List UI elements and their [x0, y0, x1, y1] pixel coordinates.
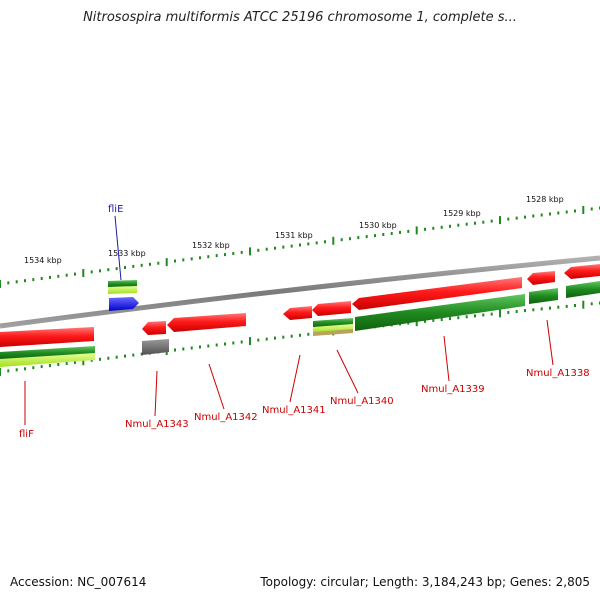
gene-label-fliE[interactable]: fliE — [108, 204, 123, 215]
chromosome-backbone — [0, 255, 600, 329]
leader-Nmul_A1338 — [546, 319, 554, 366]
scale-label-1531: 1531 kbp — [275, 231, 313, 240]
leader-Nmul_A1341 — [289, 354, 301, 403]
scale-label-1534: 1534 kbp — [24, 256, 62, 265]
gene-right-edge-reverse[interactable] — [566, 281, 600, 298]
gene-Nmul_A1340-tan[interactable] — [313, 329, 353, 336]
gene-fliE-blue[interactable] — [109, 297, 139, 311]
genome-summary-text: Topology: circular; Length: 3,184,243 bp… — [260, 575, 590, 589]
scale-label-1529: 1529 kbp — [443, 209, 481, 218]
gene-fliE-lime[interactable] — [108, 286, 137, 294]
scale-label-1530: 1530 kbp — [359, 221, 397, 230]
reverse-strand-genes — [0, 280, 600, 367]
gene-Nmul_A1339-reverse[interactable] — [355, 294, 525, 331]
leader-fliE — [114, 215, 122, 281]
forward-strand-genes — [0, 264, 600, 347]
gene-label-Nmul_A1342[interactable]: Nmul_A1342 — [194, 412, 258, 423]
gene-fliF-reverse-lime[interactable] — [0, 353, 95, 367]
gene-label-Nmul_A1340[interactable]: Nmul_A1340 — [330, 396, 394, 407]
gene-Nmul_A1341[interactable] — [283, 306, 312, 320]
gene-fliF-forward[interactable] — [0, 327, 94, 347]
gene-label-fliF[interactable]: fliF — [19, 429, 34, 440]
gene-Nmul_A1343-gray[interactable] — [142, 339, 169, 355]
label-leaders — [24, 215, 554, 425]
map-title: Nitrosospira multiformis ATCC 25196 chro… — [83, 10, 517, 25]
scale-label-1532: 1532 kbp — [192, 241, 230, 250]
leader-Nmul_A1343 — [154, 370, 158, 417]
gene-Nmul_A1343[interactable] — [142, 321, 166, 335]
gene-Nmul_A1342[interactable] — [167, 313, 246, 332]
leader-Nmul_A1339 — [443, 335, 450, 382]
gene-Nmul_A1338-forward[interactable] — [527, 271, 555, 285]
leader-Nmul_A1342 — [208, 363, 225, 410]
gene-right-edge-forward[interactable] — [564, 264, 600, 279]
gene-label-Nmul_A1343[interactable]: Nmul_A1343 — [125, 419, 189, 430]
gene-Nmul_A1339-forward[interactable] — [352, 277, 522, 310]
gene-Nmul_A1338-reverse[interactable] — [529, 288, 558, 304]
gene-fliF-reverse[interactable] — [0, 346, 95, 360]
gene-label-Nmul_A1341[interactable]: Nmul_A1341 — [262, 405, 326, 416]
gene-fliE-green[interactable] — [108, 280, 137, 288]
accession-text: Accession: NC_007614 — [10, 575, 147, 589]
scale-label-1528: 1528 kbp — [526, 195, 564, 204]
gene-Nmul_A1340-forward[interactable] — [312, 301, 351, 316]
gene-label-Nmul_A1338[interactable]: Nmul_A1338 — [526, 368, 590, 379]
scale-label-1533: 1533 kbp — [108, 249, 146, 258]
scale-labels: 1534 kbp 1533 kbp 1532 kbp 1531 kbp 1530… — [24, 195, 564, 265]
gene-label-Nmul_A1339[interactable]: Nmul_A1339 — [421, 384, 485, 395]
gene-labels: fliE fliF Nmul_A1343 Nmul_A1342 Nmul_A13… — [19, 204, 590, 440]
leader-Nmul_A1340 — [336, 349, 359, 394]
outer-tick-ring — [0, 206, 600, 288]
